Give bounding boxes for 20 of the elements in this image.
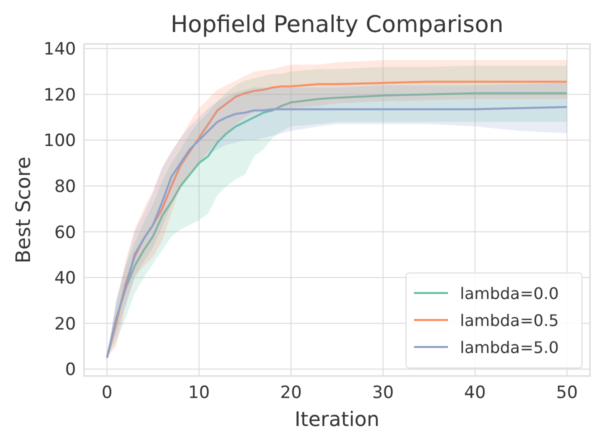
- y-axis-title: Best Score: [11, 156, 35, 264]
- x-tick-label: 50: [556, 383, 578, 403]
- x-tick-label: 40: [464, 383, 486, 403]
- y-tick-label: 140: [44, 40, 76, 60]
- y-tick-label: 80: [54, 176, 76, 197]
- x-tick-label: 0: [102, 383, 112, 403]
- y-tick-label: 20: [54, 314, 76, 334]
- x-tick-label: 30: [372, 383, 394, 403]
- x-tick-label: 10: [188, 383, 210, 403]
- chart-title: Hopfield Penalty Comparison: [170, 12, 504, 38]
- x-tick-label: 20: [280, 383, 302, 403]
- legend-label: lambda=5.0: [460, 338, 559, 357]
- legend-label: lambda=0.5: [460, 311, 559, 330]
- y-tick-label: 40: [54, 268, 76, 289]
- y-tick-label: 60: [54, 222, 76, 243]
- y-tick-label: 100: [44, 131, 76, 152]
- y-tick-label: 0: [65, 360, 76, 380]
- y-tick-label: 120: [44, 85, 76, 106]
- legend-label: lambda=0.0: [460, 284, 559, 303]
- x-axis-title: Iteration: [294, 407, 380, 431]
